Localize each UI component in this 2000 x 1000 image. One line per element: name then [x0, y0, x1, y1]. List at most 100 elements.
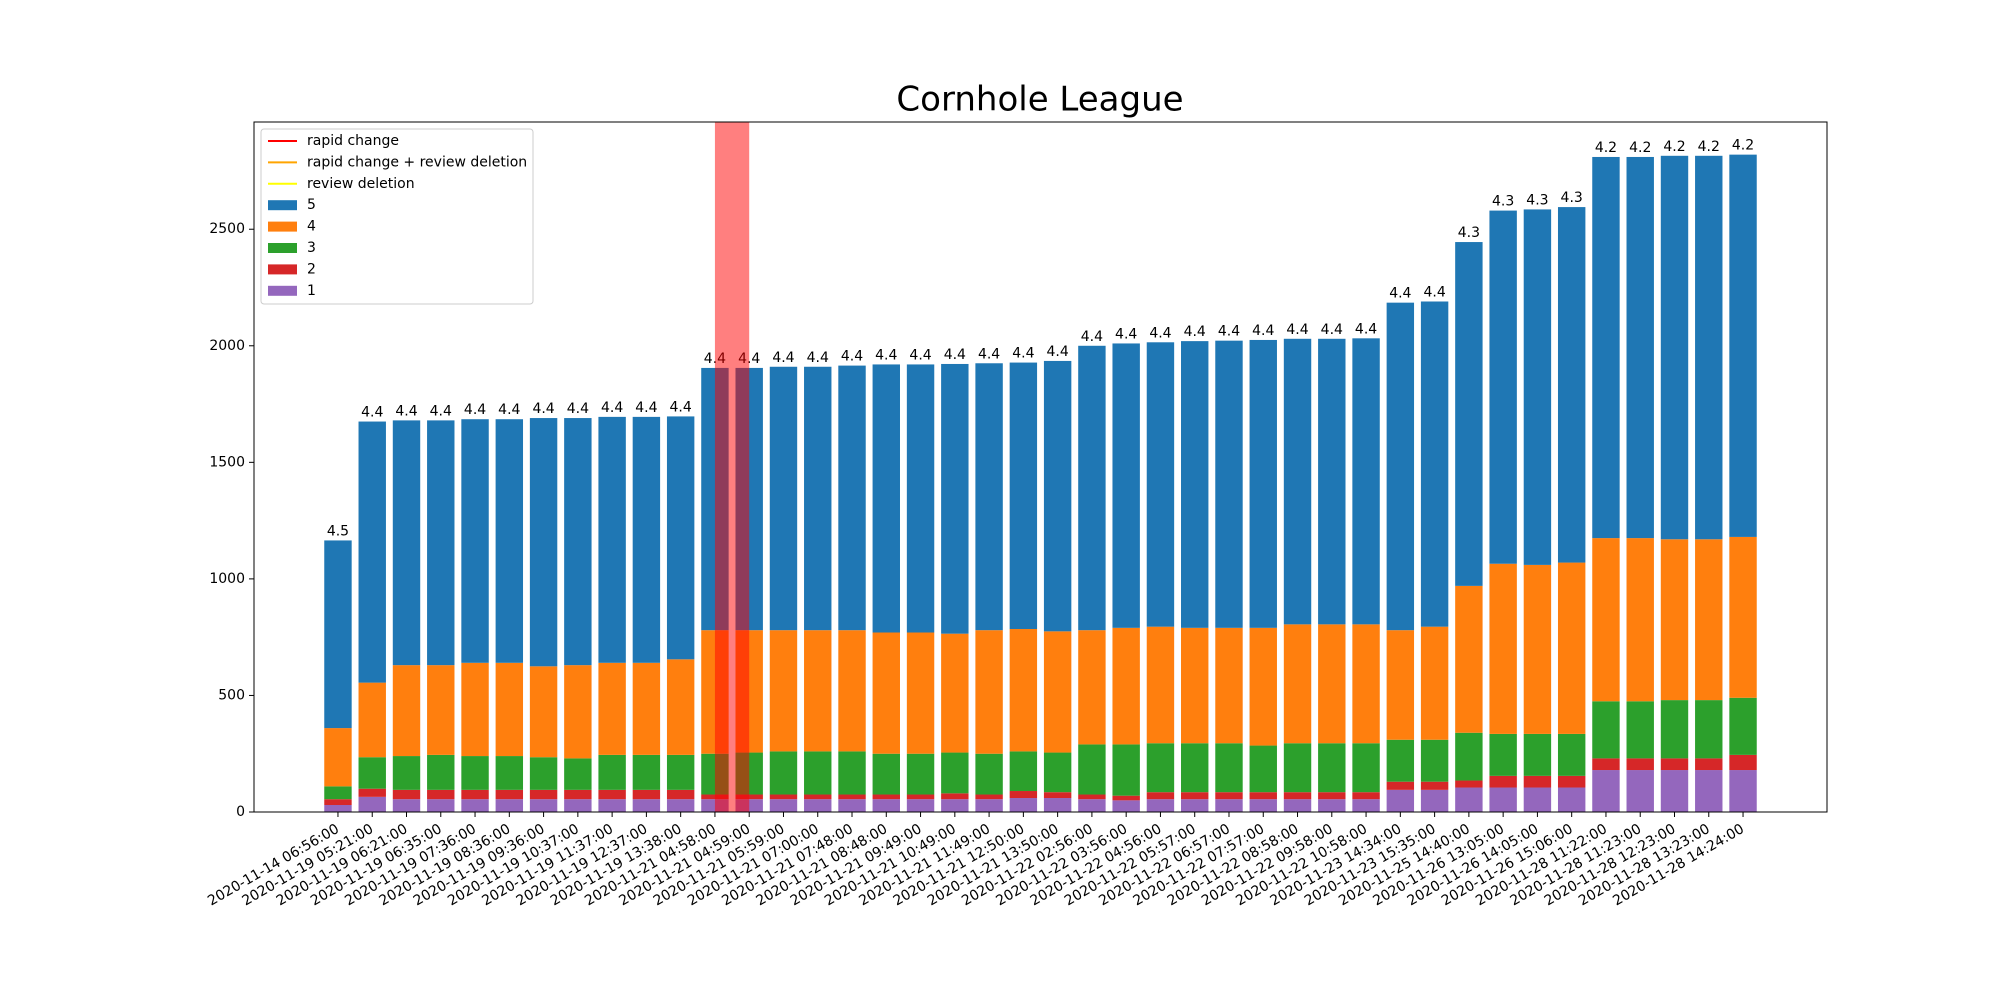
bar-label: 4.4 — [1081, 329, 1103, 345]
bar-segment — [941, 752, 969, 794]
bar-segment — [941, 363, 969, 634]
bar-label: 4.4 — [1012, 346, 1034, 362]
bar-segment — [1592, 701, 1620, 759]
bar-segment — [1078, 630, 1106, 745]
bar-segment — [324, 540, 352, 729]
bar-segment — [906, 632, 935, 754]
bar-segment — [1318, 799, 1346, 812]
bar-segment — [358, 757, 386, 789]
bar-segment — [941, 799, 969, 812]
bar-segment — [1283, 799, 1312, 812]
bar-segment — [1352, 338, 1380, 625]
bar-label: 4.4 — [395, 403, 417, 419]
bar-segment — [632, 754, 661, 790]
bar-segment — [838, 365, 866, 631]
bar-segment — [1695, 155, 1723, 540]
bar-segment — [632, 799, 661, 812]
bar-segment — [872, 632, 900, 754]
bar-segment — [975, 630, 1003, 754]
bar-segment — [461, 662, 489, 757]
bar-segment — [392, 799, 421, 812]
bar-segment — [598, 789, 626, 800]
bar-segment — [1660, 700, 1689, 759]
bar-label: 4.3 — [1561, 190, 1583, 206]
bar-label: 4.4 — [875, 347, 897, 363]
bar-label: 4.2 — [1732, 138, 1754, 154]
bar-label: 4.4 — [361, 405, 383, 421]
bar-label: 4.4 — [498, 402, 520, 418]
bar-segment — [1386, 630, 1415, 740]
legend-label: 4 — [307, 219, 316, 235]
bar-segment — [1420, 301, 1449, 627]
bar-segment — [1626, 701, 1654, 759]
bar-label: 4.3 — [1458, 225, 1480, 241]
legend-label: 5 — [307, 197, 316, 213]
bar-label: 4.4 — [635, 400, 657, 416]
bar-segment — [1489, 733, 1517, 776]
bar-segment — [1146, 743, 1175, 793]
bar-label: 4.4 — [944, 347, 966, 363]
bar-segment — [632, 789, 661, 800]
bar-segment — [1249, 745, 1277, 793]
bar-segment — [1695, 770, 1723, 812]
bar-segment — [1215, 799, 1243, 812]
bar-segment — [1318, 792, 1346, 800]
bar-segment — [1523, 564, 1552, 734]
bar-segment — [1181, 792, 1209, 800]
bar-label: 4.4 — [1218, 324, 1240, 340]
bar-label: 4.3 — [1526, 192, 1548, 208]
bar-segment — [1592, 538, 1620, 702]
bar-segment — [1695, 758, 1723, 771]
bar-segment — [461, 789, 489, 800]
bar-segment — [1626, 770, 1654, 812]
bar-segment — [769, 630, 798, 752]
bar-segment — [1283, 743, 1312, 793]
bar-segment — [495, 419, 524, 663]
chart-title: Cornhole League — [896, 80, 1183, 120]
bar-segment — [598, 754, 626, 790]
bar-segment — [1455, 787, 1483, 812]
bar-label: 4.2 — [1595, 140, 1617, 156]
bar-segment — [1318, 624, 1346, 744]
bar-segment — [872, 364, 900, 633]
bar-segment — [1181, 341, 1209, 628]
bar-segment — [1386, 781, 1415, 790]
bar-segment — [1592, 758, 1620, 771]
bar-segment — [564, 789, 592, 800]
bar-segment — [1386, 739, 1415, 782]
bar-segment — [1043, 792, 1072, 799]
bar-segment — [666, 754, 695, 790]
bar-label: 4.3 — [1492, 194, 1514, 210]
bar-segment — [324, 786, 352, 800]
bar-segment — [1489, 775, 1517, 788]
bar-segment — [358, 788, 386, 797]
bar-segment — [358, 796, 386, 812]
bar-segment — [1455, 732, 1483, 781]
highlight-span — [714, 122, 750, 812]
bar-label: 4.4 — [532, 401, 554, 417]
y-tick-label: 1000 — [209, 571, 245, 587]
bar-segment — [461, 419, 489, 663]
legend-label: rapid change — [307, 133, 399, 149]
bar-segment — [769, 794, 798, 800]
bar-segment — [1729, 697, 1757, 755]
bar-segment — [906, 753, 935, 795]
bar-segment — [1146, 626, 1175, 744]
bar-segment — [1352, 624, 1380, 744]
legend-swatch — [268, 221, 297, 232]
bar-segment — [975, 794, 1003, 800]
bar-label: 4.4 — [1355, 321, 1377, 337]
bar-segment — [1420, 739, 1449, 782]
y-tick-label: 1500 — [209, 454, 245, 470]
bar-label: 4.4 — [430, 403, 452, 419]
bar-segment — [1146, 799, 1175, 812]
bar-segment — [941, 793, 969, 800]
bar-segment — [975, 753, 1003, 795]
bar-segment — [1626, 156, 1654, 539]
bar-label: 4.2 — [1629, 140, 1651, 156]
bar-label: 4.4 — [978, 346, 1000, 362]
bar-segment — [1249, 792, 1277, 800]
bar-segment — [1112, 800, 1140, 812]
bar-segment — [1455, 780, 1483, 788]
